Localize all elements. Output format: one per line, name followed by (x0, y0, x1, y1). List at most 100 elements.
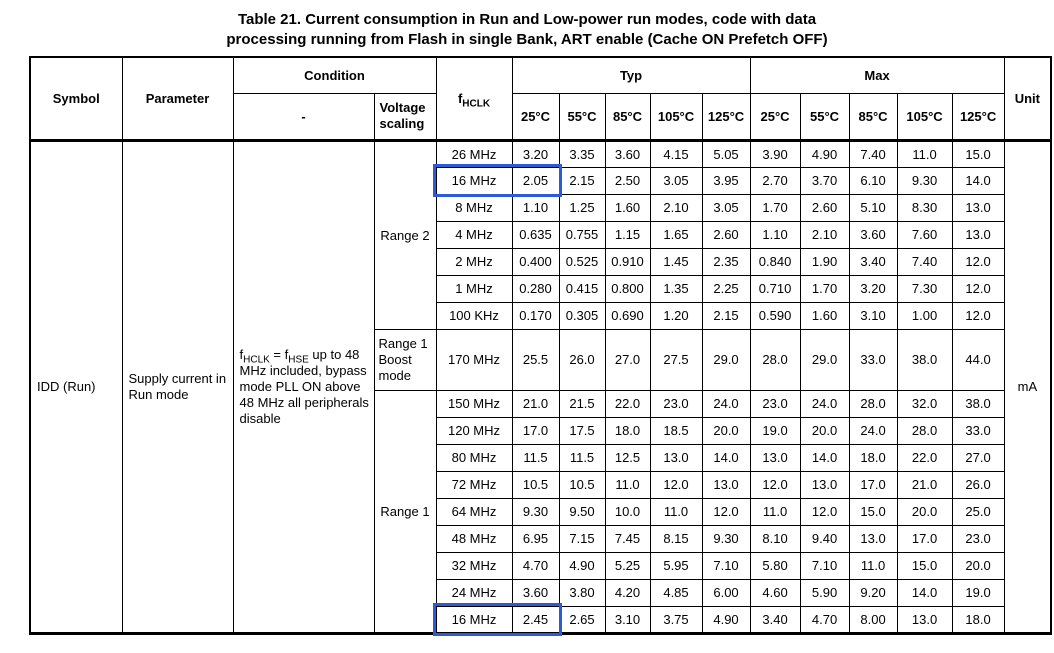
max-cell: 7.30 (896, 274, 953, 303)
fhclk-cell: 32 MHz (435, 551, 513, 580)
typ-cell: 21.0 (511, 389, 560, 418)
max-cell: 21.0 (896, 470, 953, 499)
max-cell: 17.0 (896, 524, 953, 553)
table-title-line1: Table 21. Current consumption in Run and… (237, 11, 817, 28)
typ-cell: 3.05 (701, 193, 751, 222)
max-cell: 20.0 (896, 497, 953, 526)
max-cell: 0.710 (749, 274, 801, 303)
max-cell: 3.40 (848, 247, 898, 276)
table-row: 16 MHz 2.45 2.65 3.10 3.75 4.90 3.40 4.70 8.00 13… (30, 605, 1051, 634)
typ-cell: 4.85 (649, 578, 703, 607)
max-cell: 12.0 (799, 497, 850, 526)
max-cell: 13.0 (749, 443, 801, 472)
typ-cell: 11.0 (604, 470, 651, 499)
typ-cell: 7.15 (558, 524, 606, 553)
max-cell: 15.0 (848, 497, 898, 526)
table-row: 4 MHz 0.635 0.755 1.15 1.65 2.60 1.10 2.10 3.60 7… (30, 220, 1051, 249)
max-cell: 20.0 (951, 551, 1005, 580)
max-cell: 32.0 (896, 389, 953, 418)
max-cell: 1.10 (749, 220, 801, 249)
table-title: Table 21. Current consumption in Run and… (0, 0, 1054, 50)
typ-cell: 2.15 (701, 301, 751, 330)
max-cell: 38.0 (896, 328, 953, 391)
table-row: Range 1 Boost mode 170 MHz 25.5 26.0 27.0 27.… (30, 328, 1051, 391)
fhclk-cell: 80 MHz (435, 443, 513, 472)
typ-cell: 18.0 (604, 416, 651, 445)
typ-cell: 9.30 (511, 497, 560, 526)
max-cell: 8.00 (848, 605, 898, 634)
typ-cell: 10.5 (511, 470, 560, 499)
max-cell: 1.60 (799, 301, 850, 330)
max-cell: 19.0 (951, 578, 1005, 607)
typ-cell: 0.910 (604, 247, 651, 276)
max-cell: 20.0 (799, 416, 850, 445)
typ-cell: 0.800 (604, 274, 651, 303)
max-cell: 18.0 (848, 443, 898, 472)
header-typ-temp-125: 125°C (701, 92, 751, 141)
max-cell: 22.0 (896, 443, 953, 472)
max-cell: 3.10 (848, 301, 898, 330)
typ-cell: 3.05 (649, 166, 703, 195)
header-max: Max (749, 56, 1005, 94)
fhclk-cell: 150 MHz (435, 389, 513, 418)
typ-cell: 10.0 (604, 497, 651, 526)
fhclk-cell: 26 MHz (435, 138, 513, 168)
max-cell: 14.0 (951, 166, 1005, 195)
typ-cell: 5.05 (701, 138, 751, 168)
max-cell: 7.10 (799, 551, 850, 580)
max-cell: 11.0 (749, 497, 801, 526)
max-cell: 28.0 (848, 389, 898, 418)
max-cell: 38.0 (951, 389, 1005, 418)
max-cell: 0.590 (749, 301, 801, 330)
max-cell: 23.0 (749, 389, 801, 418)
typ-cell: 20.0 (701, 416, 751, 445)
max-cell: 1.70 (749, 193, 801, 222)
max-cell: 18.0 (951, 605, 1005, 634)
max-cell: 3.90 (749, 138, 801, 168)
fhclk-cell: 2 MHz (435, 247, 513, 276)
typ-cell: 5.25 (604, 551, 651, 580)
table-row: 32 MHz 4.70 4.90 5.25 5.95 7.10 5.80 7.10 11.0 15… (30, 551, 1051, 580)
max-cell: 5.90 (799, 578, 850, 607)
table-row: 24 MHz 3.60 3.80 4.20 4.85 6.00 4.60 5.90 9.20 14… (30, 578, 1051, 607)
typ-cell: 0.690 (604, 301, 651, 330)
typ-cell: 4.90 (701, 605, 751, 634)
typ-cell: 21.5 (558, 389, 606, 418)
max-cell: 9.30 (896, 166, 953, 195)
header-typ-temp-105: 105°C (649, 92, 703, 141)
typ-cell: 1.65 (649, 220, 703, 249)
typ-cell: 1.25 (558, 193, 606, 222)
typ-cell: 0.755 (558, 220, 606, 249)
header-typ-temp-25: 25°C (511, 92, 560, 141)
max-cell: 13.0 (848, 524, 898, 553)
header-voltage-scaling: Voltage scaling (373, 92, 437, 141)
typ-cell: 1.20 (649, 301, 703, 330)
typ-cell: 3.60 (511, 578, 560, 607)
max-cell: 5.80 (749, 551, 801, 580)
fhclk-cell: 48 MHz (435, 524, 513, 553)
typ-cell: 1.35 (649, 274, 703, 303)
table-row: 64 MHz 9.30 9.50 10.0 11.0 12.0 11.0 12.0 15.0 20… (30, 497, 1051, 526)
header-parameter: Parameter (121, 56, 234, 141)
typ-cell: 9.50 (558, 497, 606, 526)
max-cell: 14.0 (896, 578, 953, 607)
max-cell: 1.70 (799, 274, 850, 303)
typ-cell: 4.15 (649, 138, 703, 168)
typ-cell: 3.60 (604, 138, 651, 168)
max-cell: 25.0 (951, 497, 1005, 526)
fhclk-cell: 72 MHz (435, 470, 513, 499)
table-row: 16 MHz 2.05 2.15 2.50 3.05 3.95 2.70 3.70 6.10 9.… (30, 166, 1051, 195)
max-cell: 28.0 (749, 328, 801, 391)
typ-cell: 6.95 (511, 524, 560, 553)
fhclk-cell: 24 MHz (435, 578, 513, 607)
max-cell: 7.40 (848, 138, 898, 168)
typ-cell: 1.10 (511, 193, 560, 222)
max-cell: 6.10 (848, 166, 898, 195)
voltage-scaling-cell: Range 1 (373, 389, 437, 634)
table-row: IDD (Run) Supply current in Run mode fHCLK… (29, 138, 1052, 634)
typ-cell: 9.30 (701, 524, 751, 553)
max-cell: 8.10 (749, 524, 801, 553)
typ-cell: 12.0 (701, 497, 751, 526)
typ-cell: 2.10 (649, 193, 703, 222)
typ-cell: 2.15 (558, 166, 606, 195)
